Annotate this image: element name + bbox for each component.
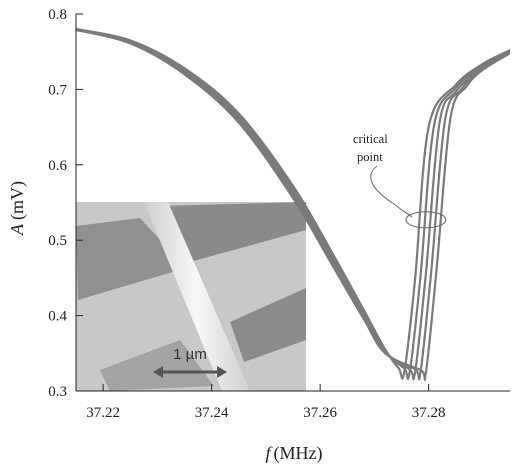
y-ticks: 0.3 0.4 0.5 0.6 0.7 0.8	[48, 7, 83, 400]
x-tick-label: 37.22	[86, 405, 120, 421]
inset-dark-region-left	[76, 218, 186, 300]
critical-point-ellipse	[405, 211, 447, 229]
inset-dark-region-bottom	[100, 340, 214, 391]
y-tick-label: 0.8	[48, 7, 67, 23]
critical-point-annotation: critical point	[353, 132, 447, 229]
series-group	[76, 27, 510, 381]
sem-inset: 1 µm	[76, 202, 306, 391]
x-axis-label: f (MHz)	[266, 443, 323, 464]
y-axis-unit: (mV)	[7, 181, 28, 220]
x-ticks: 37.22 37.24 37.26 37.28	[86, 384, 446, 421]
x-axis-symbol: f	[266, 443, 274, 463]
scale-bar-label: 1 µm	[173, 346, 207, 363]
plot-frame	[75, 14, 510, 392]
series-line-5	[76, 28, 510, 381]
inset-nanobeam	[144, 202, 250, 391]
inset-dark-region-right	[230, 288, 306, 362]
x-tick-label: 37.28	[412, 405, 446, 421]
y-axis-symbol: A	[7, 223, 27, 236]
y-tick-label: 0.7	[48, 82, 67, 98]
x-axis-unit: (MHz)	[274, 443, 323, 464]
y-axis-label: A (mV)	[7, 181, 28, 236]
y-tick-label: 0.3	[48, 384, 67, 400]
critical-point-label-line1: critical	[353, 132, 388, 146]
inset-dark-region-top	[160, 202, 306, 262]
scale-bar-arrow-left	[153, 366, 163, 378]
x-tick-label: 37.26	[303, 405, 337, 421]
y-tick-label: 0.5	[48, 233, 67, 249]
critical-point-leader	[370, 165, 413, 218]
scale-bar-arrow-right	[217, 366, 227, 378]
y-tick-label: 0.6	[48, 158, 67, 174]
x-tick-label: 37.24	[195, 405, 229, 421]
critical-point-label-line2: point	[357, 150, 383, 164]
y-tick-label: 0.4	[48, 309, 67, 325]
